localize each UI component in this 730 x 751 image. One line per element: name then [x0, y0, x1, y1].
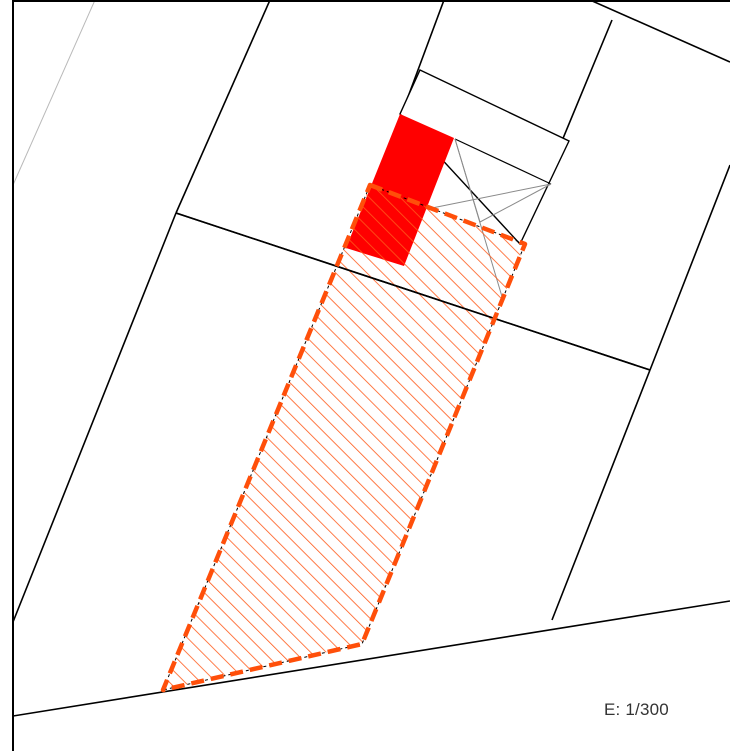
map-scale-label: E: 1/300 — [604, 700, 669, 719]
parcel-line — [13, 600, 730, 717]
highlighted-parcel — [163, 185, 525, 690]
parcel-line — [551, 369, 651, 621]
highlighted-parcel-outline — [160, 182, 528, 693]
parcel-line — [175, 212, 651, 371]
faint-boundary-line — [13, 1, 96, 186]
parcel-line — [649, 164, 730, 371]
building-wall-line — [454, 138, 552, 185]
parcel-line — [590, 1, 730, 63]
parcel-line — [13, 212, 177, 623]
parcel-line — [175, 1, 271, 214]
